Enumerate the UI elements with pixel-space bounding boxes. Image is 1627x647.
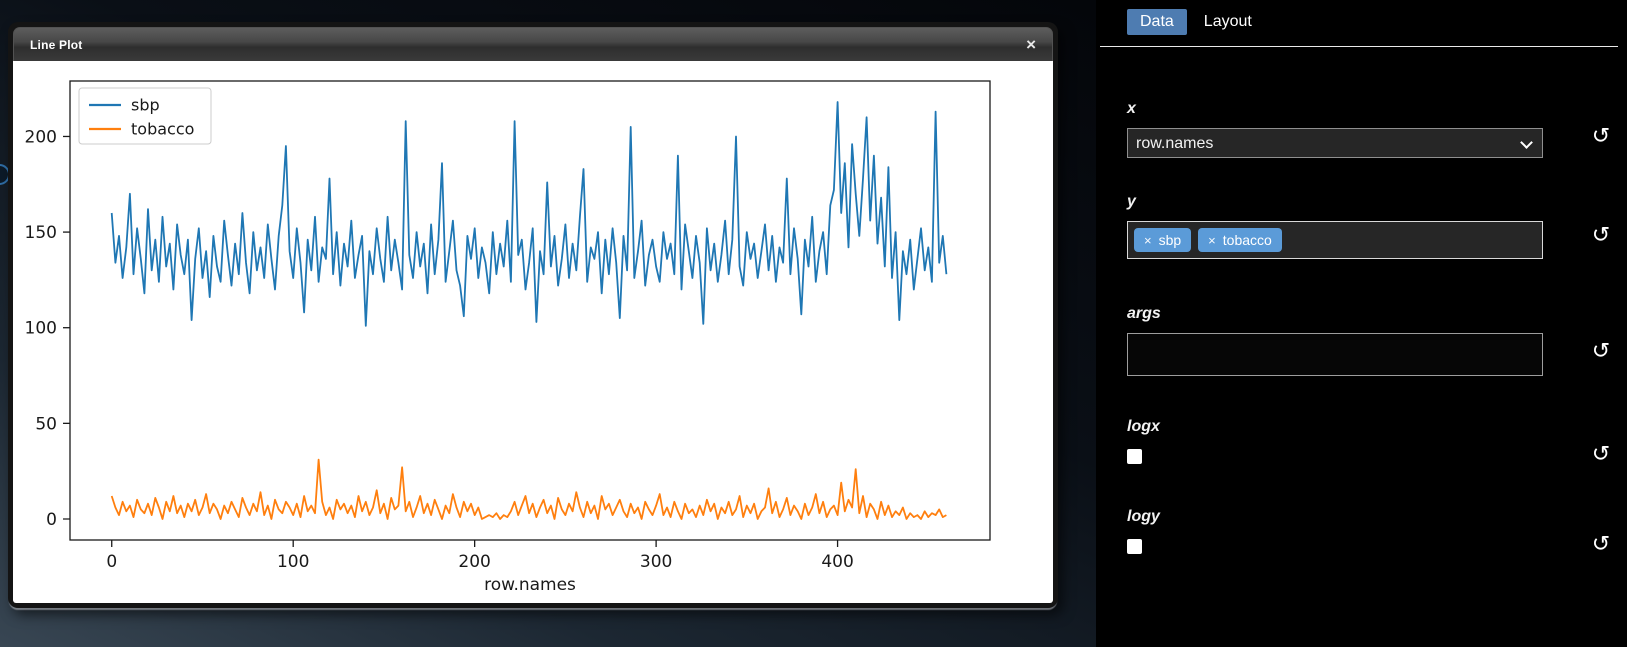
line-chart: 0 50 100 150 200 0 100 200 300 400 row.names sbp tob… [25, 80, 991, 595]
remove-icon[interactable]: × [1208, 232, 1216, 248]
svg-text:400: 400 [821, 552, 853, 572]
reset-logx-button[interactable]: ↺ [1591, 442, 1611, 467]
logx-checkbox[interactable] [1127, 449, 1142, 464]
field-x: x row.names ↺ [1127, 100, 1619, 158]
svg-text:300: 300 [640, 552, 672, 572]
args-input[interactable] [1127, 333, 1543, 376]
field-y: y × sbp × tobacco ↺ [1127, 193, 1619, 259]
tab-separator [1100, 46, 1618, 47]
reset-y-button[interactable]: ↺ [1591, 223, 1611, 248]
y-tag-label: tobacco [1222, 232, 1272, 248]
args-label: args [1127, 305, 1161, 322]
svg-text:sbp: sbp [131, 96, 160, 115]
window-title: Line Plot [30, 37, 83, 52]
svg-text:50: 50 [35, 414, 57, 434]
field-logx: logx ↺ [1127, 418, 1619, 467]
y-multiselect[interactable]: × sbp × tobacco [1127, 221, 1543, 259]
svg-text:100: 100 [25, 319, 57, 339]
svg-text:200: 200 [25, 127, 57, 147]
svg-text:0: 0 [46, 510, 57, 530]
figure-canvas: 0 50 100 150 200 0 100 200 300 400 row.names sbp tob… [13, 61, 1053, 603]
control-panel: Data Layout x row.names ↺ y × sbp × toba… [1096, 0, 1627, 647]
svg-text:100: 100 [277, 552, 309, 572]
svg-text:0: 0 [106, 552, 117, 572]
logy-label: logy [1127, 508, 1160, 525]
logy-checkbox[interactable] [1127, 539, 1142, 554]
y-tag-sbp: × sbp [1134, 228, 1192, 252]
logx-label: logx [1127, 418, 1160, 435]
reset-logy-button[interactable]: ↺ [1591, 532, 1611, 557]
x-select[interactable]: row.names [1127, 128, 1543, 158]
field-args: args ↺ [1127, 305, 1619, 376]
reset-args-button[interactable]: ↺ [1591, 339, 1611, 364]
field-logy: logy ↺ [1127, 508, 1619, 557]
svg-text:row.names: row.names [484, 575, 576, 595]
close-icon[interactable]: × [1026, 35, 1036, 54]
panel-tabs: Data Layout [1127, 9, 1265, 35]
y-tag-tobacco: × tobacco [1198, 228, 1282, 252]
plot-window: Line Plot × 0 50 100 150 200 0 100 200 300 400 row… [8, 22, 1058, 608]
x-label: x [1127, 100, 1136, 117]
svg-text:150: 150 [25, 223, 57, 243]
y-label: y [1127, 193, 1136, 210]
tab-layout[interactable]: Layout [1203, 13, 1252, 30]
svg-text:200: 200 [458, 552, 490, 572]
tab-data[interactable]: Data [1127, 9, 1187, 35]
reset-x-button[interactable]: ↺ [1591, 124, 1611, 149]
remove-icon[interactable]: × [1144, 232, 1152, 248]
svg-text:tobacco: tobacco [131, 120, 194, 139]
window-titlebar[interactable]: Line Plot × [13, 27, 1053, 61]
y-tag-label: sbp [1158, 232, 1182, 248]
